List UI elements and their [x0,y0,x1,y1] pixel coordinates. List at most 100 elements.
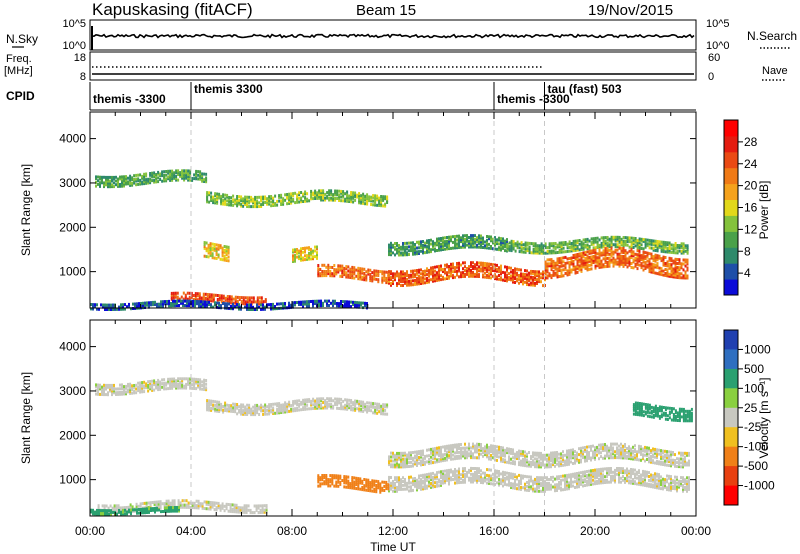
colorbar-tick-label: 16 [744,201,758,215]
freq-right-tick-bottom: 0 [708,71,714,83]
scatter-region [206,189,389,209]
station-title: Kapuskasing (fitACF) [92,0,253,19]
scatter-region [388,442,690,469]
noise-left-label: N.Sky [6,32,38,46]
scatter-region [544,246,689,280]
power-colorbar-label: Power [dB] [757,181,771,240]
beam-title: Beam 15 [356,2,416,19]
colorbar-tick-label: 24 [744,157,758,171]
noise-left-tick-bottom: 10^0 [62,40,86,52]
x-tick-label: 00:00 [75,524,105,538]
power-ylabel: Slant Range [km] [19,164,33,256]
y-tick-label: 2000 [59,220,86,234]
y-tick-label: 2000 [59,428,86,442]
colorbar-tick-label: 1000 [744,342,771,356]
scatter-region [506,235,689,255]
colorbar-swatch [724,199,738,216]
velocity-colorbar: 1000 500 100 25 -25 -100 -500 -1000 [723,329,775,506]
scatter-region [388,234,508,257]
noise-right-tick-top: 10^5 [706,18,730,30]
colorbar-swatch [724,330,738,350]
scatter-region [95,377,208,397]
scatter-region [90,506,180,516]
freq-right-tick-top: 60 [708,52,720,64]
noise-panel: N.Sky N.Search 10^5 10^0 10^5 10^0 [6,18,797,52]
freq-left-tick-top: 18 [74,52,86,64]
x-tick-label: 12:00 [378,524,408,538]
time-axis-label: Time UT [370,540,416,554]
frequency-panel: Freq. [MHz] Nave 18 8 60 0 [4,51,788,83]
noise-right-label: N.Search [747,29,797,43]
colorbar-swatch [724,427,738,448]
noise-left-tick-top: 10^5 [62,18,86,30]
scatter-region [632,401,693,423]
colorbar-tick-label: -500 [744,459,768,473]
y-tick-label: 4000 [59,132,86,146]
colorbar-swatch [724,485,738,506]
freq-left-tick-bottom: 8 [80,71,86,83]
freq-right-label: Nave [762,65,788,77]
x-tick-label: 04:00 [176,524,206,538]
power-colorbar: 4 8 12 16 20 24 28 [723,119,758,296]
scatter-region [388,261,546,288]
freq-left-label-1: Freq. [6,53,32,65]
colorbar-tick-label: 8 [744,244,751,258]
y-tick-label: 4000 [59,340,86,354]
colorbar-tick-label: 25 [744,401,758,415]
y-tick-label: 3000 [59,384,86,398]
colorbar-swatch [724,388,738,409]
cpid-segment-label: themis -3300 [497,92,570,106]
cpid-segment-label: tau (fast) 503 [548,82,622,96]
x-tick-label: 16:00 [479,524,509,538]
power-heatmap-panel: 1000 2000 3000 4000 Slant Range [km] 4 8 12 16… [19,111,771,311]
cpid-panel: CPID themis -3300 themis 3300 themis -3300… [6,82,696,111]
scatter-region [317,474,390,494]
colorbar-tick-label: 500 [744,362,764,376]
velocity-heatmap-panel: 1000 2000 3000 4000 00:00 04:00 08:00 12:00 16:0… [19,319,775,554]
scatter-region [388,466,690,493]
colorbar-swatch [724,120,738,137]
velocity-ylabel: Slant Range [km] [19,372,33,464]
colorbar-swatch [724,183,738,200]
colorbar-swatch [724,135,738,153]
colorbar-swatch [724,231,738,248]
scatter-region [90,299,368,311]
colorbar-swatch [724,215,738,232]
colorbar-swatch [724,466,738,486]
colorbar-swatch [724,446,738,467]
scatter-region [203,241,230,263]
colorbar-tick-label: 12 [744,222,758,236]
scatter-region [292,245,318,263]
colorbar-tick-label: 20 [744,179,758,193]
colorbar-tick-label: 28 [744,135,758,149]
cpid-segment-label: themis 3300 [194,82,263,96]
scatter-region [317,263,390,285]
colorbar-tick-label: -100 [744,440,768,454]
colorbar-swatch [724,368,738,389]
cpid-segment-label: themis -3300 [93,92,166,106]
cpid-label: CPID [6,89,35,103]
colorbar-tick-label: 4 [744,266,751,280]
x-tick-label: 08:00 [277,524,307,538]
colorbar-swatch [724,263,738,280]
y-tick-label: 1000 [59,473,86,487]
colorbar-swatch [724,349,738,370]
colorbar-swatch [724,279,738,296]
date-title: 19/Nov/2015 [588,2,673,19]
colorbar-swatch [724,151,738,169]
x-tick-label: 20:00 [580,524,610,538]
colorbar-swatch [724,407,738,428]
x-tick-label: 00:00 [681,524,711,538]
colorbar-tick-label: -25 [744,420,762,434]
scatter-region [206,397,389,417]
y-tick-label: 1000 [59,265,86,279]
colorbar-tick-label: 100 [744,381,764,395]
colorbar-swatch [724,247,738,264]
scatter-region [95,169,208,189]
colorbar-swatch [724,167,738,185]
noise-trace [91,33,695,39]
noise-right-tick-bottom: 10^0 [706,40,730,52]
colorbar-tick-label: -1000 [744,479,775,493]
velocity-colorbar-label: Velocity [m s⁻¹] [757,377,771,458]
y-tick-label: 3000 [59,176,86,190]
